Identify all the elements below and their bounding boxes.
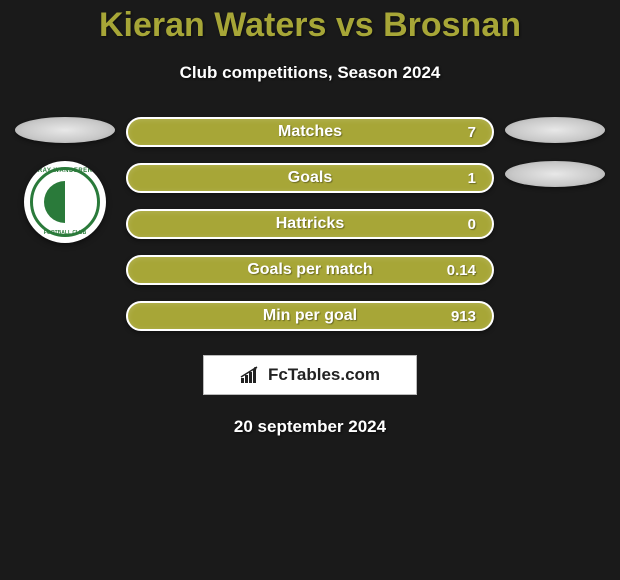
stat-value-right: 0.14 xyxy=(447,262,476,279)
stat-bar-goals-per-match: Goals per match 0.14 xyxy=(126,255,494,285)
left-player-photo-placeholder xyxy=(15,117,115,143)
club-badge-subtext: FOOTBALL CLUB xyxy=(24,230,106,236)
stat-bar-min-per-goal: Min per goal 913 xyxy=(126,301,494,331)
stat-bar-goals: Goals 1 xyxy=(126,163,494,193)
subtitle: Club competitions, Season 2024 xyxy=(0,63,620,83)
page-title: Kieran Waters vs Brosnan xyxy=(0,0,620,45)
left-player-col: BRAY WANDERERS FOOTBALL CLUB xyxy=(10,117,120,331)
brand-box[interactable]: FcTables.com xyxy=(203,355,417,395)
club-badge-core xyxy=(44,181,86,223)
stat-value-right: 7 xyxy=(468,124,476,141)
club-badge-inner xyxy=(30,167,100,237)
stat-bar-matches: Matches 7 xyxy=(126,117,494,147)
stat-label: Goals xyxy=(288,169,332,187)
stat-label: Matches xyxy=(278,123,342,141)
right-club-badge-placeholder xyxy=(505,161,605,187)
left-club-badge: BRAY WANDERERS FOOTBALL CLUB xyxy=(24,161,106,243)
right-player-photo-placeholder xyxy=(505,117,605,143)
comparison-row: BRAY WANDERERS FOOTBALL CLUB Matches 7 G… xyxy=(0,117,620,331)
stat-label: Goals per match xyxy=(247,261,372,279)
stat-value-right: 1 xyxy=(468,170,476,187)
stats-column: Matches 7 Goals 1 Hattricks 0 Goals per … xyxy=(120,117,500,331)
brand-label: FcTables.com xyxy=(268,365,380,385)
stat-label: Hattricks xyxy=(276,215,344,233)
stat-value-right: 913 xyxy=(451,308,476,325)
stat-bar-hattricks: Hattricks 0 xyxy=(126,209,494,239)
chart-bars-icon xyxy=(240,366,262,384)
date-line: 20 september 2024 xyxy=(0,417,620,437)
stat-value-right: 0 xyxy=(468,216,476,233)
stat-label: Min per goal xyxy=(263,307,357,325)
right-player-col xyxy=(500,117,610,331)
